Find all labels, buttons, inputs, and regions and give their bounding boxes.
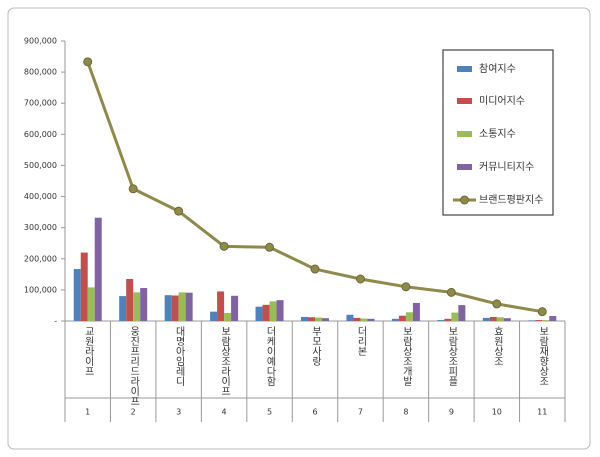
y-tick-label: 800,000: [24, 68, 57, 77]
rank-label: 11: [537, 408, 547, 417]
x-tick-label: 보람상조라이프: [219, 326, 231, 396]
y-tick-label: 600,000: [24, 130, 57, 139]
bar: [94, 217, 102, 321]
bar: [231, 295, 239, 321]
bar: [185, 292, 193, 321]
x-tick-label: 효원상조: [491, 326, 503, 366]
bar: [315, 317, 322, 321]
bar: [353, 317, 361, 321]
bar: [210, 311, 218, 321]
x-tick-label: 더케이예다함: [264, 326, 276, 386]
bar: [140, 288, 148, 321]
rank-label: 7: [358, 408, 363, 417]
bar: [503, 318, 511, 321]
y-tick-label: 200,000: [24, 254, 57, 263]
rank-label: 9: [449, 408, 454, 417]
legend-swatch: [457, 164, 472, 170]
line-marker: [310, 264, 320, 274]
line-marker: [355, 274, 365, 284]
x-tick-label: 보람재향상조: [537, 326, 549, 386]
legend-label: 소통지수: [479, 128, 516, 140]
rank-label: 2: [131, 408, 136, 417]
bar: [126, 279, 134, 321]
bar: [437, 320, 445, 321]
legend-label: 참여지수: [479, 63, 516, 75]
bar: [164, 295, 172, 321]
bar: [482, 317, 490, 321]
bar: [255, 306, 263, 321]
bar: [224, 312, 232, 321]
rank-label: 8: [403, 408, 408, 417]
line-marker: [537, 307, 547, 317]
bar: [80, 252, 88, 321]
rank-label: 5: [267, 408, 272, 417]
line-marker: [219, 241, 229, 251]
line-marker: [265, 242, 275, 252]
bar: [301, 316, 308, 321]
y-tick-label: 400,000: [24, 192, 57, 201]
x-tick-label: 부모사랑: [310, 326, 322, 366]
bar: [360, 318, 368, 321]
bar: [535, 320, 543, 321]
bar: [398, 315, 406, 321]
rank-label: 6: [312, 408, 317, 417]
y-tick-label: 700,000: [24, 99, 57, 108]
line-marker: [128, 184, 138, 194]
x-tick-label: 교원라이프: [82, 326, 94, 376]
bar: [444, 318, 452, 321]
x-tick-label: 웅진프리드라이프: [128, 326, 140, 406]
bar: [133, 292, 141, 321]
bar: [171, 295, 179, 321]
x-tick-label: 보람상조개발: [400, 326, 412, 386]
legend-label: 미디어지수: [479, 95, 525, 107]
bar: [346, 314, 354, 321]
bar: [262, 304, 270, 321]
bar: [489, 316, 497, 321]
bar: [269, 301, 277, 321]
y-tick-label: 900,000: [24, 37, 57, 46]
bar: [405, 312, 413, 321]
legend-label: 브랜드평판지수: [479, 194, 543, 206]
legend-swatch: [457, 98, 472, 104]
bar: [217, 291, 225, 321]
rank-label: 3: [176, 408, 181, 417]
rank-label: 4: [222, 408, 227, 417]
bar: [451, 312, 459, 321]
y-tick-label: 300,000: [24, 223, 57, 232]
rank-label: 10: [492, 408, 502, 417]
x-tick-label: 더리본: [355, 326, 367, 356]
bar: [391, 318, 399, 321]
line-marker: [492, 299, 502, 309]
bar: [119, 296, 127, 321]
legend-swatch: [457, 131, 472, 137]
line-marker: [401, 282, 411, 292]
bar: [87, 287, 95, 321]
line-marker: [83, 57, 93, 67]
legend-label: 커뮤니티지수: [479, 161, 534, 173]
bar: [178, 292, 186, 321]
x-tick-label: 보람상조피플: [446, 326, 458, 386]
y-tick-label: 100,000: [24, 285, 57, 294]
legend-swatch: [460, 195, 469, 205]
rank-label: 1: [85, 408, 90, 417]
bar: [308, 317, 315, 321]
line-marker: [174, 206, 184, 216]
bar: [412, 302, 420, 321]
bar: [276, 300, 284, 321]
y-tick-label: -: [54, 317, 57, 326]
legend-swatch: [457, 66, 472, 72]
y-tick-label: 500,000: [24, 161, 57, 170]
bar: [549, 316, 557, 321]
bar: [458, 305, 466, 321]
bar: [367, 318, 375, 321]
bar: [528, 320, 536, 321]
line-marker: [446, 287, 456, 297]
bar: [542, 320, 550, 321]
bar: [322, 318, 329, 321]
x-tick-label: 대명아임레디: [173, 326, 185, 387]
bar: [496, 317, 504, 321]
bar: [73, 269, 81, 321]
